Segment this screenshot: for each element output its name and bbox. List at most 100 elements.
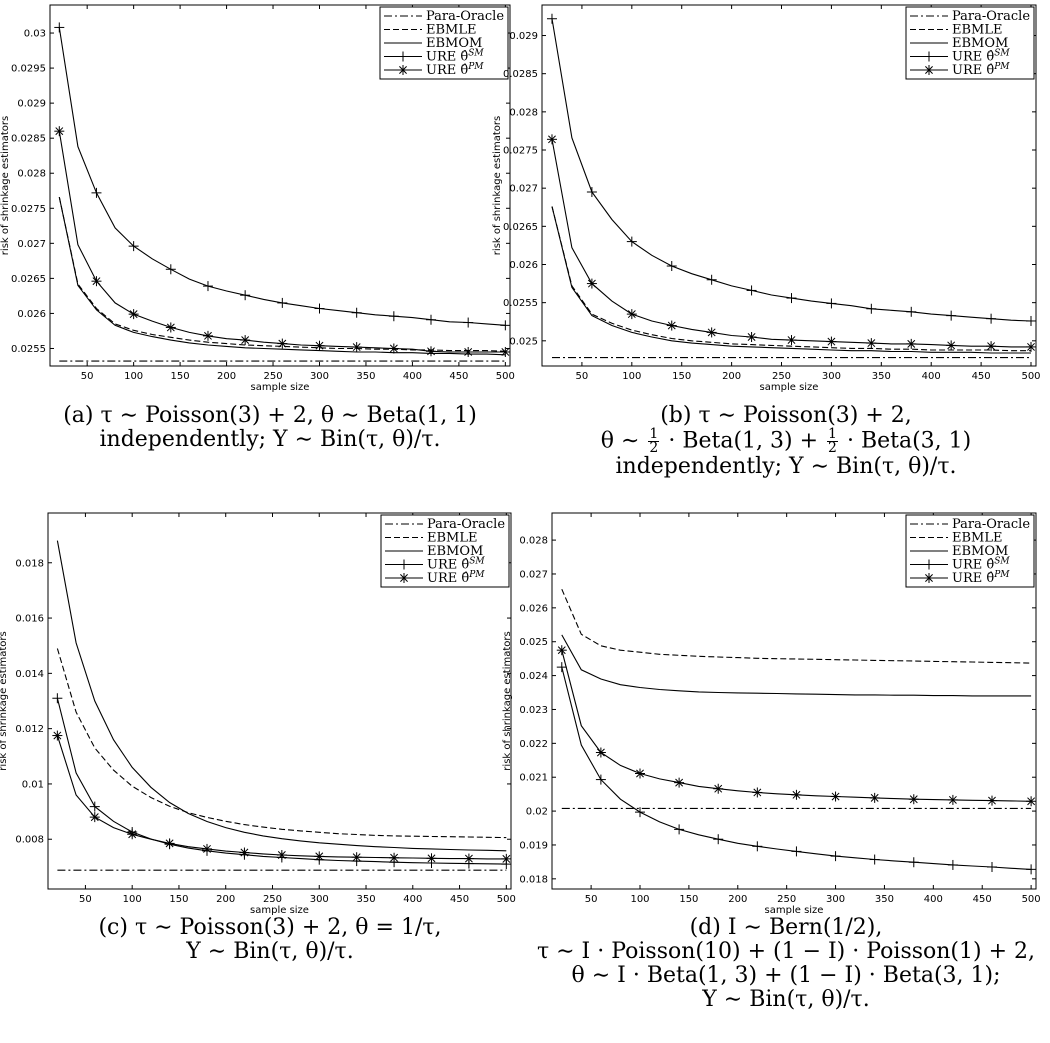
x-tick-label: 50 [81, 371, 94, 382]
y-tick-label: 0.028 [17, 169, 46, 180]
legend-marker [399, 66, 407, 74]
star-marker [351, 852, 362, 863]
plus-marker [826, 298, 837, 309]
plus-marker [556, 662, 567, 673]
y-tick-label: 0.02 [526, 807, 548, 818]
caption-d-line-4: Y ∼ Bin(τ, θ)/τ. [702, 987, 870, 1012]
plus-marker [869, 854, 880, 865]
x-tick-label: 200 [217, 371, 236, 382]
legend-marker [925, 574, 933, 582]
x-tick-label: 200 [722, 371, 741, 382]
star-marker [556, 645, 567, 656]
y-tick-label: 0.027 [509, 184, 538, 195]
x-tick-label: 250 [263, 371, 282, 382]
star-marker [1026, 796, 1037, 807]
x-tick-label: 500 [1022, 894, 1041, 905]
star-marker [746, 331, 757, 342]
chart-c: 50 100 150 200 250 300 350 400 450 500 0.008 0.01 0.… [0, 512, 516, 916]
caption-d: (d) I ∼ Bern(1/2), τ ∼ I · Poisson(10) +… [522, 916, 1050, 1012]
caption-b-mid-mid: · Beta(1, 3) + [668, 428, 819, 454]
plus-marker [626, 236, 637, 247]
star-marker [54, 126, 65, 137]
y-tick-label: 0.014 [15, 669, 44, 680]
y-tick-label: 0.026 [17, 309, 46, 320]
star-marker [165, 322, 176, 333]
x-tick-label: 400 [922, 371, 941, 382]
series-line-1 [56, 648, 507, 839]
chart-a: 50 100 150 200 250 300 350 400 450 500 0.0255 0.026… [0, 4, 515, 393]
caption-d-line-2: τ ∼ I · Poisson(10) + (1 − I) · Poisson(… [536, 939, 1036, 964]
star-marker [426, 346, 437, 357]
star-marker [635, 768, 645, 779]
panel-d: 50 100 150 200 250 300 350 400 450 500 0.018 0.019 0… [502, 508, 1050, 916]
legend-marker [925, 66, 933, 74]
star-marker [586, 278, 597, 289]
y-tick-label: 0.03 [24, 29, 46, 40]
y-tick-label: 0.024 [519, 671, 548, 682]
x-tick-label: 500 [497, 894, 516, 905]
y-tick-label: 0.0255 [503, 298, 538, 309]
x-tick-label: 50 [576, 371, 589, 382]
fraction-half-2-num: 1 [827, 426, 838, 442]
caption-c-line-1: (c) τ ∼ Poisson(3) + 2, θ = 1/τ, [98, 915, 442, 940]
x-tick-label: 400 [924, 894, 943, 905]
star-marker [351, 342, 362, 353]
plus-marker [906, 306, 917, 317]
plus-marker [752, 841, 763, 852]
star-marker [713, 783, 724, 794]
star-marker [947, 794, 958, 805]
legend-label-sup: SM [994, 49, 1010, 59]
plus-marker [91, 187, 102, 198]
star-marker [674, 777, 685, 788]
star-marker [202, 330, 213, 341]
x-tick-label: 300 [822, 371, 841, 382]
caption-c: (c) τ ∼ Poisson(3) + 2, θ = 1/τ, Y ∼ Bin… [10, 916, 530, 964]
plus-marker [746, 285, 757, 296]
x-tick-label: 350 [356, 371, 375, 382]
legend-label-sup: PM [468, 570, 485, 580]
y-tick-label: 0.0285 [503, 69, 538, 80]
caption-b-line-3: independently; Y ∼ Bin(τ, θ)/τ. [615, 454, 957, 479]
star-marker [500, 346, 511, 357]
x-tick-label: 100 [123, 894, 142, 905]
star-marker [946, 340, 957, 351]
legend-label-2: EBMOM [952, 544, 1008, 559]
x-axis-label: sample size [250, 905, 309, 916]
y-tick-label: 0.019 [519, 840, 548, 851]
plus-marker [635, 807, 645, 818]
x-tick-label: 300 [310, 894, 329, 905]
star-marker [866, 338, 877, 349]
y-tick-label: 0.01 [22, 779, 44, 790]
plus-marker [388, 311, 399, 322]
x-tick-label: 500 [496, 371, 515, 382]
star-marker [869, 792, 880, 803]
legend-label-1: EBMLE [427, 531, 477, 546]
plus-marker [165, 264, 176, 275]
y-tick-label: 0.008 [15, 835, 44, 846]
y-tick-label: 0.0285 [11, 134, 46, 145]
y-tick-label: 0.0255 [11, 344, 46, 355]
caption-a-line-1: (a) τ ∼ Poisson(3) + 2, θ ∼ Beta(1, 1) [63, 403, 477, 428]
plus-marker [674, 824, 685, 835]
y-tick-label: 0.0265 [11, 274, 46, 285]
legend-label-sup: PM [467, 62, 484, 72]
star-marker [826, 336, 837, 347]
y-tick-label: 0.0295 [11, 64, 46, 75]
plus-marker [666, 261, 677, 272]
star-marker [595, 747, 606, 758]
x-tick-label: 450 [449, 371, 468, 382]
star-marker [276, 849, 287, 860]
x-tick-label: 100 [124, 371, 143, 382]
y-tick-label: 0.022 [519, 739, 548, 750]
star-marker [987, 795, 997, 806]
plus-marker [830, 851, 841, 862]
x-axis-label: sample size [251, 382, 310, 393]
plus-marker [351, 307, 362, 318]
plus-marker [426, 314, 437, 325]
legend-label-1: EBMLE [952, 531, 1002, 546]
legend-label-sup: SM [994, 557, 1010, 567]
legend-label-0: Para-Oracle [952, 517, 1030, 532]
plus-marker [128, 241, 139, 252]
